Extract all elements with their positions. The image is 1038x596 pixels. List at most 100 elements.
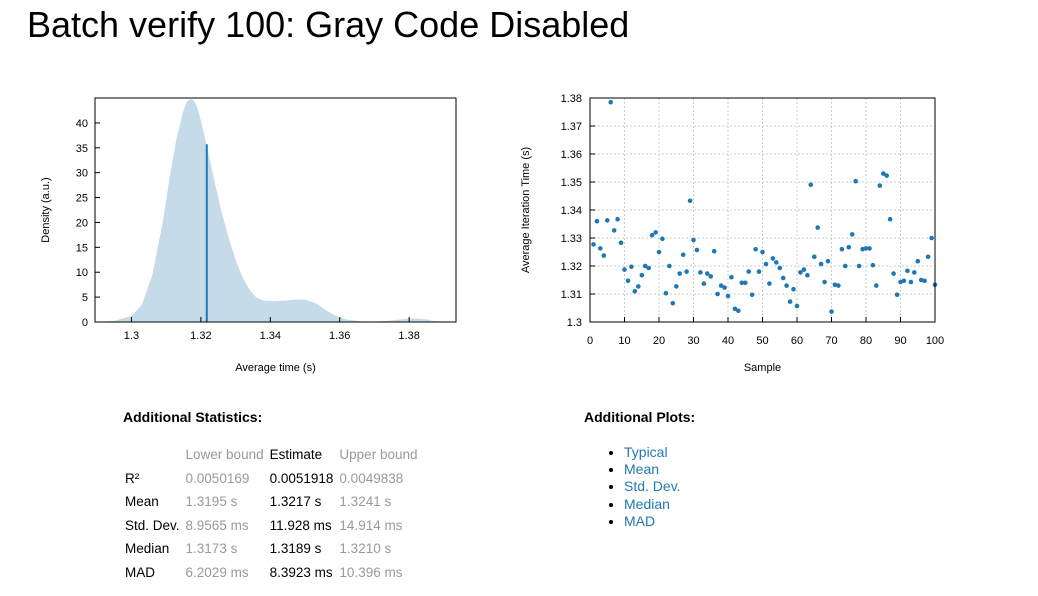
sample-point [749, 292, 755, 298]
sample-point [756, 269, 762, 274]
sample-point [818, 261, 824, 267]
sample-point [715, 291, 720, 297]
sample-point [794, 303, 800, 309]
sample-point [853, 178, 858, 184]
sample-point [667, 263, 672, 269]
stats-estimate: 0.0051918 [269, 470, 334, 486]
x-tick-label: 10 [618, 335, 630, 347]
stats-col-label [122, 443, 183, 467]
x-tick-label: 70 [825, 335, 837, 347]
stats-estimate: 8.3923 ms [269, 564, 333, 580]
sample-point [736, 308, 741, 314]
sample-point [774, 260, 779, 265]
sample-point [808, 182, 814, 188]
y-axis-label: Average Iteration Time (s) [520, 147, 532, 273]
x-tick-label: 80 [860, 335, 872, 347]
stats-heading: Additional Statistics: [123, 409, 263, 425]
y-tick-label: 1.35 [561, 177, 582, 189]
stats-row-mean: Mean 1.3195 s 1.3217 s 1.3241 s [122, 490, 420, 514]
y-tick-label: 1.33 [561, 233, 582, 245]
stats-upper-bound: 14.914 ms [339, 517, 403, 533]
plot-link-typical[interactable]: Typical [624, 444, 668, 460]
y-tick-label: 35 [76, 143, 88, 155]
sample-point [905, 268, 910, 274]
y-tick-label: 0 [82, 317, 88, 329]
y-tick-label: 5 [82, 292, 88, 304]
plot-link-median[interactable]: Median [624, 495, 670, 512]
sample-point [708, 274, 714, 279]
y-tick-label: 1.36 [561, 149, 582, 161]
sample-point [829, 309, 834, 314]
x-tick-label: 50 [756, 335, 768, 347]
y-tick-label: 1.32 [561, 261, 582, 273]
stats-estimate: 11.928 ms [269, 517, 332, 533]
y-tick-label: 30 [76, 168, 88, 180]
sample-point [770, 256, 776, 261]
list-item: MAD [624, 513, 681, 530]
sample-point [743, 280, 748, 286]
stats-row-label: Mean [125, 494, 159, 510]
sample-point [670, 300, 676, 306]
y-tick-label: 25 [76, 193, 88, 205]
sample-point [615, 216, 620, 222]
sample-point [629, 264, 634, 270]
stats-header-row: Lower bound Estimate Upper bound [122, 443, 420, 467]
stats-lower-bound: 6.2029 ms [185, 564, 249, 580]
stats-row-std-dev: Std. Dev. 8.9565 ms 11.928 ms 14.914 ms [122, 514, 420, 538]
sample-point [653, 230, 658, 235]
sample-point [605, 218, 610, 223]
sample-point [877, 183, 883, 188]
list-item: Std. Dev. [624, 478, 681, 495]
sample-point [663, 290, 669, 296]
sample-point [908, 279, 914, 285]
x-tick-label: 0 [587, 335, 593, 347]
sample-point [929, 235, 934, 241]
stats-upper-bound: 1.3241 s [339, 494, 392, 510]
sample-point [725, 293, 731, 299]
stats-row-median: Median 1.3173 s 1.3189 s 1.3210 s [122, 537, 420, 561]
sample-point [801, 267, 807, 272]
sample-point [812, 254, 817, 260]
sample-point [753, 246, 758, 252]
x-tick-label: 1.3 [124, 330, 139, 342]
sample-point [680, 252, 686, 258]
sample-point [591, 242, 596, 247]
sample-point [805, 272, 810, 278]
y-tick-label: 1.31 [561, 289, 582, 301]
sample-point [711, 248, 717, 254]
sample-point [836, 283, 841, 288]
sample-point [646, 265, 651, 271]
plot-link-std-dev[interactable]: Std. Dev. [624, 478, 681, 495]
stats-col-estimate: Estimate [269, 447, 323, 463]
sample-point [739, 280, 745, 286]
additional-plots-list: Typical Mean Std. Dev. Median MAD [608, 444, 681, 530]
plots-heading: Additional Plots: [584, 409, 696, 425]
sample-point [915, 258, 921, 264]
sample-point [925, 254, 931, 260]
sample-point [618, 240, 624, 246]
sample-point [777, 265, 783, 271]
x-tick-label: 20 [653, 335, 665, 347]
plot-link-mad[interactable]: MAD [624, 512, 656, 529]
x-tick-label: 1.32 [190, 330, 211, 342]
sample-point [746, 269, 751, 274]
sample-point [791, 286, 796, 292]
sample-point [832, 282, 838, 288]
sample-point [763, 261, 769, 267]
y-tick-label: 1.37 [561, 121, 582, 133]
sample-point [867, 246, 872, 251]
sample-point [632, 288, 638, 294]
sample-point [912, 270, 917, 275]
stats-upper-bound: 1.3210 s [339, 541, 392, 557]
pdf-chart: 1.3 1.32 1.34 1.36 1.38 0 5 10 15 20 25 30 35 40 Avera… [40, 97, 457, 374]
sample-point [922, 278, 927, 284]
sample-point [887, 216, 893, 222]
sample-point [601, 253, 607, 258]
sample-point [611, 228, 617, 233]
stats-row-label: Std. Dev. [125, 517, 180, 533]
sample-point [846, 244, 852, 250]
plot-frame [94, 97, 457, 323]
plot-link-mean[interactable]: Mean [624, 461, 660, 478]
sample-point [722, 285, 727, 290]
list-item: Mean [624, 461, 681, 478]
